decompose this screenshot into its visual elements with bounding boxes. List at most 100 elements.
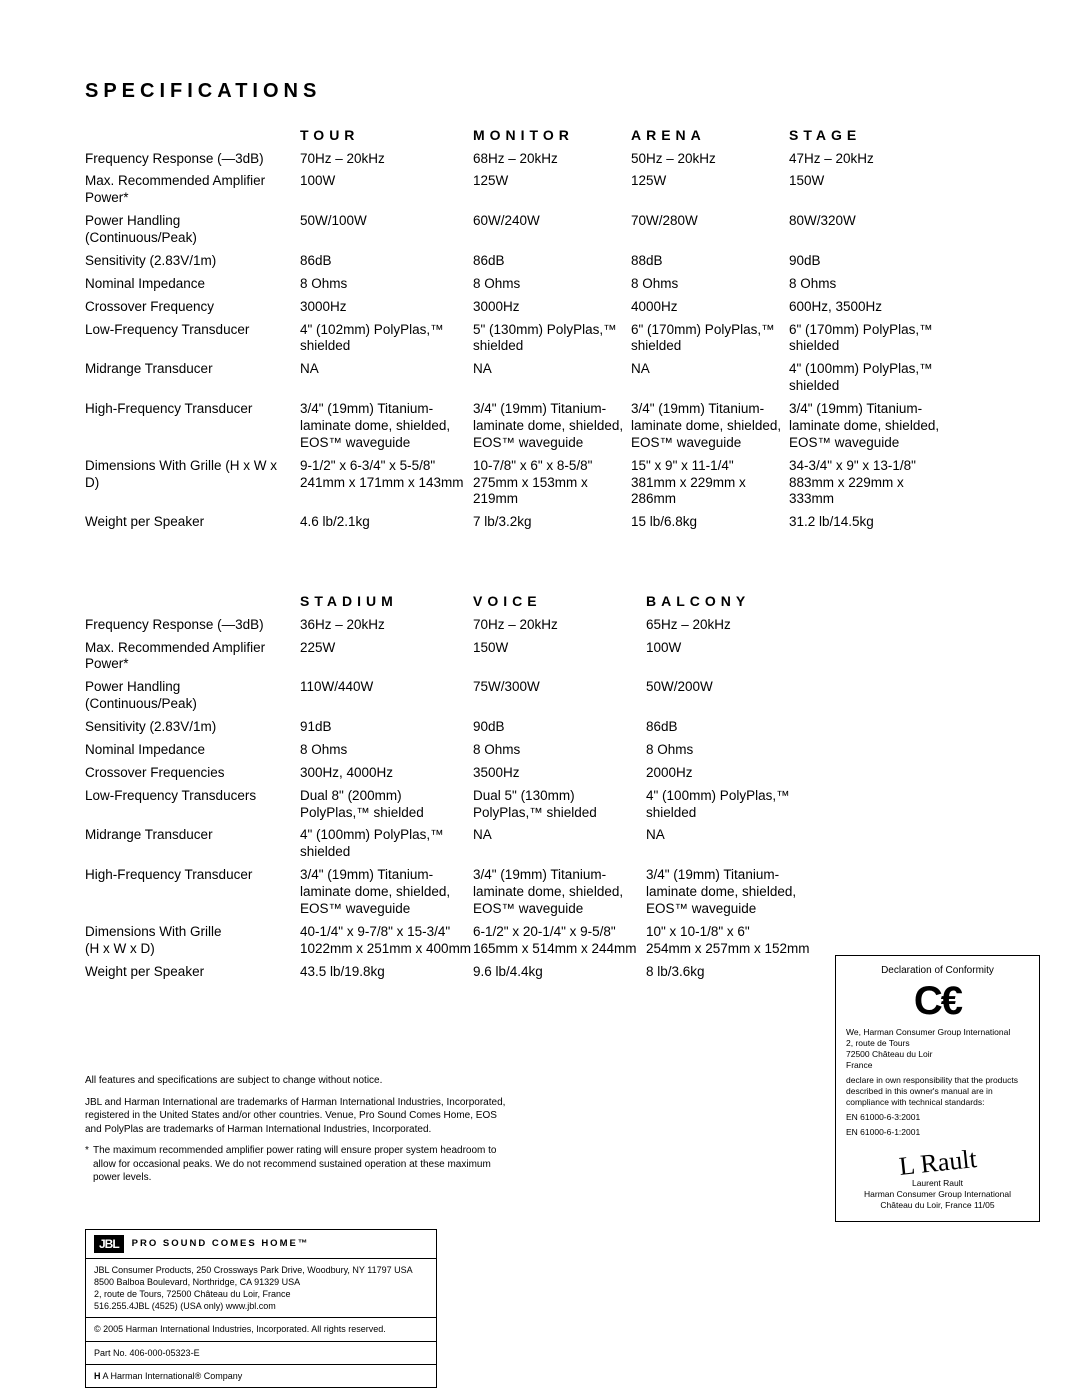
spec-cell: 47Hz – 20kHz	[789, 151, 949, 170]
spec-row-label: Midrange Transducer	[85, 827, 300, 863]
spec-cell: 43.5 lb/19.8kg	[300, 964, 473, 983]
spec-cell: 3/4" (19mm) Titanium-laminate dome, shie…	[789, 401, 949, 454]
jbl-logo: JBL	[94, 1235, 124, 1253]
spec-cell: 2000Hz	[646, 765, 819, 784]
spec-row-label: Power Handling (Continuous/Peak)	[85, 213, 300, 249]
spec-cell: 86dB	[646, 719, 819, 738]
spec-cell: 70Hz – 20kHz	[473, 617, 646, 636]
spec-row-label: Low-Frequency Transducers	[85, 788, 300, 824]
signature-icon: L Rault	[897, 1142, 978, 1184]
spec-row-label: Frequency Response (—3dB)	[85, 151, 300, 170]
spec-cell: 125W	[631, 173, 789, 209]
spec-cell: NA	[631, 361, 789, 397]
spec-cell: Dual 8" (200mm) PolyPlas,™ shielded	[300, 788, 473, 824]
spec-cell: 3/4" (19mm) Titanium-laminate dome, shie…	[646, 867, 819, 920]
spec-cell: 86dB	[300, 253, 473, 272]
conformity-title: Declaration of Conformity	[846, 964, 1029, 977]
spec-cell: 300Hz, 4000Hz	[300, 765, 473, 784]
copyright-line: © 2005 Harman International Industries, …	[86, 1318, 436, 1341]
spec-cell: 65Hz – 20kHz	[646, 617, 819, 636]
spec-cell: 15 lb/6.8kg	[631, 514, 789, 533]
spec-cell: 6" (170mm) PolyPlas,™ shielded	[789, 322, 949, 358]
spec-row-label: Low-Frequency Transducer	[85, 322, 300, 358]
spec-cell: 50Hz – 20kHz	[631, 151, 789, 170]
signatory-org: Harman Consumer Group International Chât…	[846, 1189, 1029, 1211]
tagline: PRO SOUND COMES HOME™	[132, 1238, 310, 1249]
spec-row-label: Power Handling (Continuous/Peak)	[85, 679, 300, 715]
spec-cell: 3/4" (19mm) Titanium-laminate dome, shie…	[300, 867, 473, 920]
address-block: JBL Consumer Products, 250 Crossways Par…	[86, 1259, 436, 1319]
spec-cell: 10" x 10-1/8" x 6" 254mm x 257mm x 152mm	[646, 924, 819, 960]
spec-cell: 8 Ohms	[300, 276, 473, 295]
spec-cell: 90dB	[789, 253, 949, 272]
spec-cell: 8 Ohms	[473, 276, 631, 295]
spec-header-blank	[85, 127, 300, 147]
spec-header: MONITOR	[473, 127, 631, 147]
spec-row-label: Crossover Frequencies	[85, 765, 300, 784]
spec-cell: 6-1/2" x 20-1/4" x 9-5/8" 165mm x 514mm …	[473, 924, 646, 960]
conformity-declare: declare in own responsibility that the p…	[846, 1075, 1029, 1108]
spec-cell: 4" (100mm) PolyPlas,™ shielded	[646, 788, 819, 824]
conformity-std2: EN 61000-6-1:2001	[846, 1127, 1029, 1138]
spec-cell: 150W	[789, 173, 949, 209]
spec-row-label: Max. Recommended Amplifier Power*	[85, 173, 300, 209]
spec-row-label: Max. Recommended Amplifier Power*	[85, 640, 300, 676]
spec-cell: 75W/300W	[473, 679, 646, 715]
spec-cell: NA	[646, 827, 819, 863]
spec-cell: 91dB	[300, 719, 473, 738]
spec-cell: 110W/440W	[300, 679, 473, 715]
conformity-we: We, Harman Consumer Group International …	[846, 1027, 1029, 1071]
footnote-1: All features and specifications are subj…	[85, 1074, 515, 1088]
spec-cell: 8 lb/3.6kg	[646, 964, 819, 983]
spec-header: ARENA	[631, 127, 789, 147]
spec-cell: 7 lb/3.2kg	[473, 514, 631, 533]
spec-cell: 125W	[473, 173, 631, 209]
spec-cell: 225W	[300, 640, 473, 676]
spec-cell: 31.2 lb/14.5kg	[789, 514, 949, 533]
spec-cell: 80W/320W	[789, 213, 949, 249]
spec-cell: 8 Ohms	[646, 742, 819, 761]
spec-cell: 5" (130mm) PolyPlas,™ shielded	[473, 322, 631, 358]
spec-header: STAGE	[789, 127, 949, 147]
spec-cell: Dual 5" (130mm) PolyPlas,™ shielded	[473, 788, 646, 824]
spec-cell: 3/4" (19mm) Titanium-laminate dome, shie…	[631, 401, 789, 454]
ce-mark-icon: C€	[846, 981, 1029, 1021]
spec-cell: 3/4" (19mm) Titanium-laminate dome, shie…	[473, 867, 646, 920]
spec-cell: 3500Hz	[473, 765, 646, 784]
part-number: Part No. 406-000-05323-E	[86, 1342, 436, 1365]
spec-row-label: Crossover Frequency	[85, 299, 300, 318]
spec-row-label: Nominal Impedance	[85, 276, 300, 295]
conformity-box: Declaration of Conformity C€ We, Harman …	[835, 955, 1040, 1222]
spec-row-label: Midrange Transducer	[85, 361, 300, 397]
spec-cell: 9.6 lb/4.4kg	[473, 964, 646, 983]
spec-cell: 10-7/8" x 6" x 8-5/8" 275mm x 153mm x 21…	[473, 458, 631, 511]
spec-header: BALCONY	[646, 593, 819, 613]
spec-cell: 50W/200W	[646, 679, 819, 715]
spec-cell: 4000Hz	[631, 299, 789, 318]
spec-cell: 60W/240W	[473, 213, 631, 249]
footnote-2: JBL and Harman International are tradema…	[85, 1096, 515, 1137]
spec-cell: 600Hz, 3500Hz	[789, 299, 949, 318]
spec-cell: 8 Ohms	[789, 276, 949, 295]
spec-table-2: STADIUMVOICEBALCONYFrequency Response (—…	[85, 593, 995, 982]
spec-cell: 86dB	[473, 253, 631, 272]
spec-cell: 50W/100W	[300, 213, 473, 249]
page-title: SPECIFICATIONS	[85, 80, 995, 103]
spec-row-label: High-Frequency Transducer	[85, 401, 300, 454]
spec-cell: 4.6 lb/2.1kg	[300, 514, 473, 533]
spec-header: VOICE	[473, 593, 646, 613]
footnotes: All features and specifications are subj…	[85, 1074, 515, 1185]
spec-row-label: Weight per Speaker	[85, 514, 300, 533]
spec-cell: 4" (100mm) PolyPlas,™ shielded	[789, 361, 949, 397]
spec-cell: 88dB	[631, 253, 789, 272]
spec-cell: 9-1/2" x 6-3/4" x 5-5/8" 241mm x 171mm x…	[300, 458, 473, 511]
spec-cell: 3/4" (19mm) Titanium-laminate dome, shie…	[473, 401, 631, 454]
spec-cell: NA	[473, 361, 631, 397]
spec-cell: 100W	[646, 640, 819, 676]
spec-table-1: TOURMONITORARENASTAGEFrequency Response …	[85, 127, 995, 533]
spec-cell: 34-3/4" x 9" x 13-1/8" 883mm x 229mm x 3…	[789, 458, 949, 511]
spec-cell: 8 Ohms	[473, 742, 646, 761]
spec-cell: NA	[300, 361, 473, 397]
harman-line: H H A Harman International® CompanyA Har…	[86, 1365, 436, 1387]
spec-cell: 90dB	[473, 719, 646, 738]
